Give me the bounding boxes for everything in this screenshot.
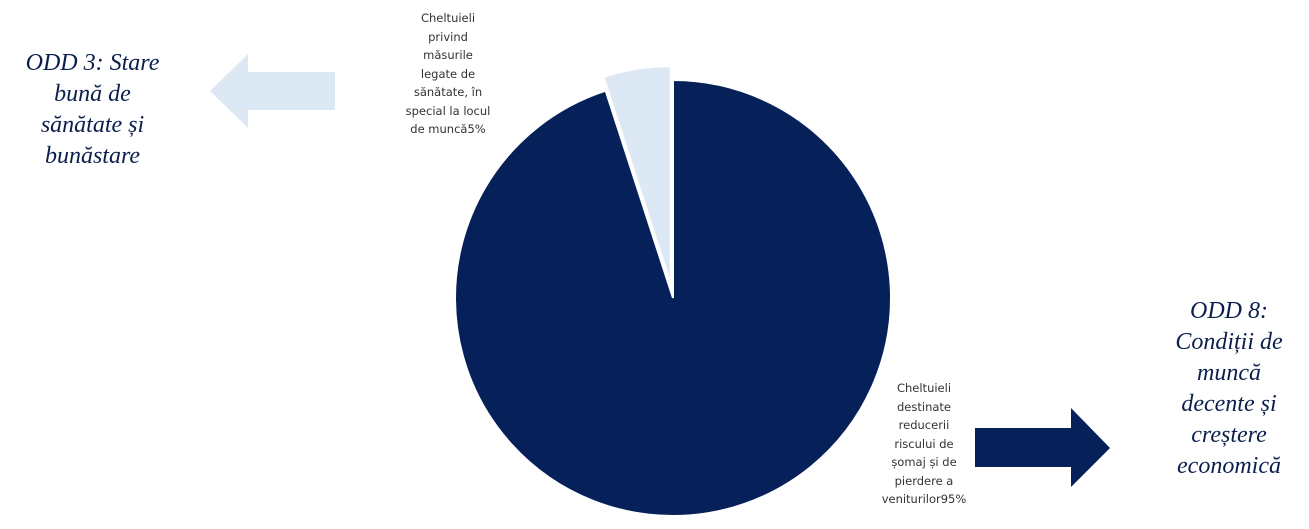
slice-label-health: Cheltuieli privind măsurile legate de să…: [405, 11, 491, 136]
pie-slice-unemployment: [454, 78, 892, 517]
odd3-annotation: ODD 3: Stare bună de sănătate și bunăsta…: [25, 50, 160, 169]
odd8-annotation: ODD 8: Condiții de muncă decente și creș…: [1175, 298, 1283, 479]
pie-slices: [454, 65, 892, 517]
left-arrow-icon: [210, 54, 335, 128]
right-arrow-icon: [975, 408, 1110, 487]
slice-label-unemployment: Cheltuieli destinate reducerii riscului …: [881, 381, 967, 506]
pie-slice-health: [602, 65, 672, 285]
